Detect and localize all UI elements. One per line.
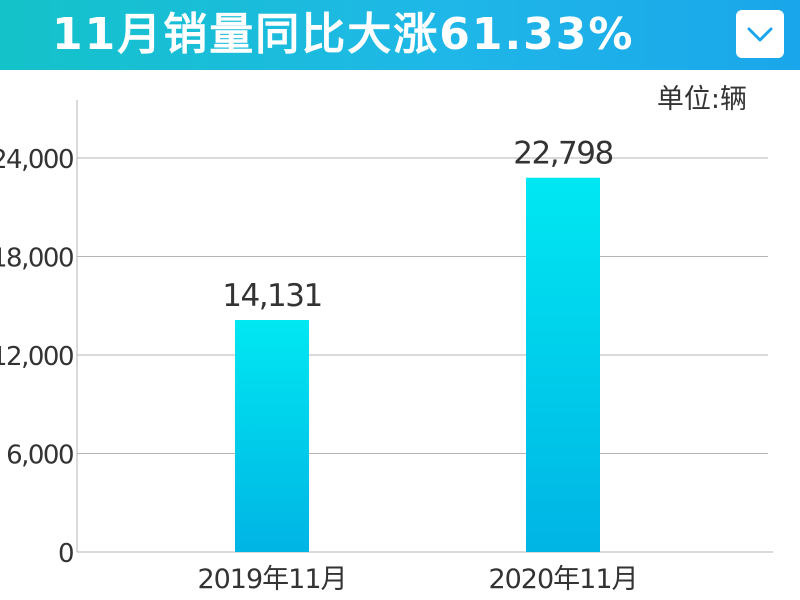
grid-lines — [77, 157, 768, 454]
y-axis-ticks: 0 6,000 12,000 18,000 24,000 — [0, 145, 75, 569]
header-banner: 11月销量同比大涨61.33% — [0, 0, 800, 70]
dropdown-button[interactable] — [736, 10, 784, 58]
y-tick-label: 24,000 — [0, 145, 73, 175]
bar — [235, 320, 309, 552]
chart-title: 11月销量同比大涨61.33% — [52, 9, 635, 60]
bar-value-label: 22,798 — [513, 136, 612, 172]
bars — [235, 177, 600, 552]
chevron-down-icon — [747, 27, 773, 42]
x-tick-label: 2020年11月 — [488, 564, 637, 595]
y-tick-label: 12,000 — [0, 342, 73, 372]
value-labels: 14,131 22,798 — [222, 136, 614, 314]
unit-label: 单位:辆 — [657, 84, 747, 115]
bar — [526, 177, 600, 552]
bar-value-label: 14,131 — [222, 278, 321, 314]
y-tick-label: 0 — [58, 539, 73, 569]
x-axis-ticks: 2019年11月 2020年11月 — [197, 564, 638, 595]
y-tick-label: 6,000 — [6, 441, 73, 471]
y-tick-label: 18,000 — [0, 244, 73, 274]
x-tick-label: 2019年11月 — [197, 564, 346, 595]
